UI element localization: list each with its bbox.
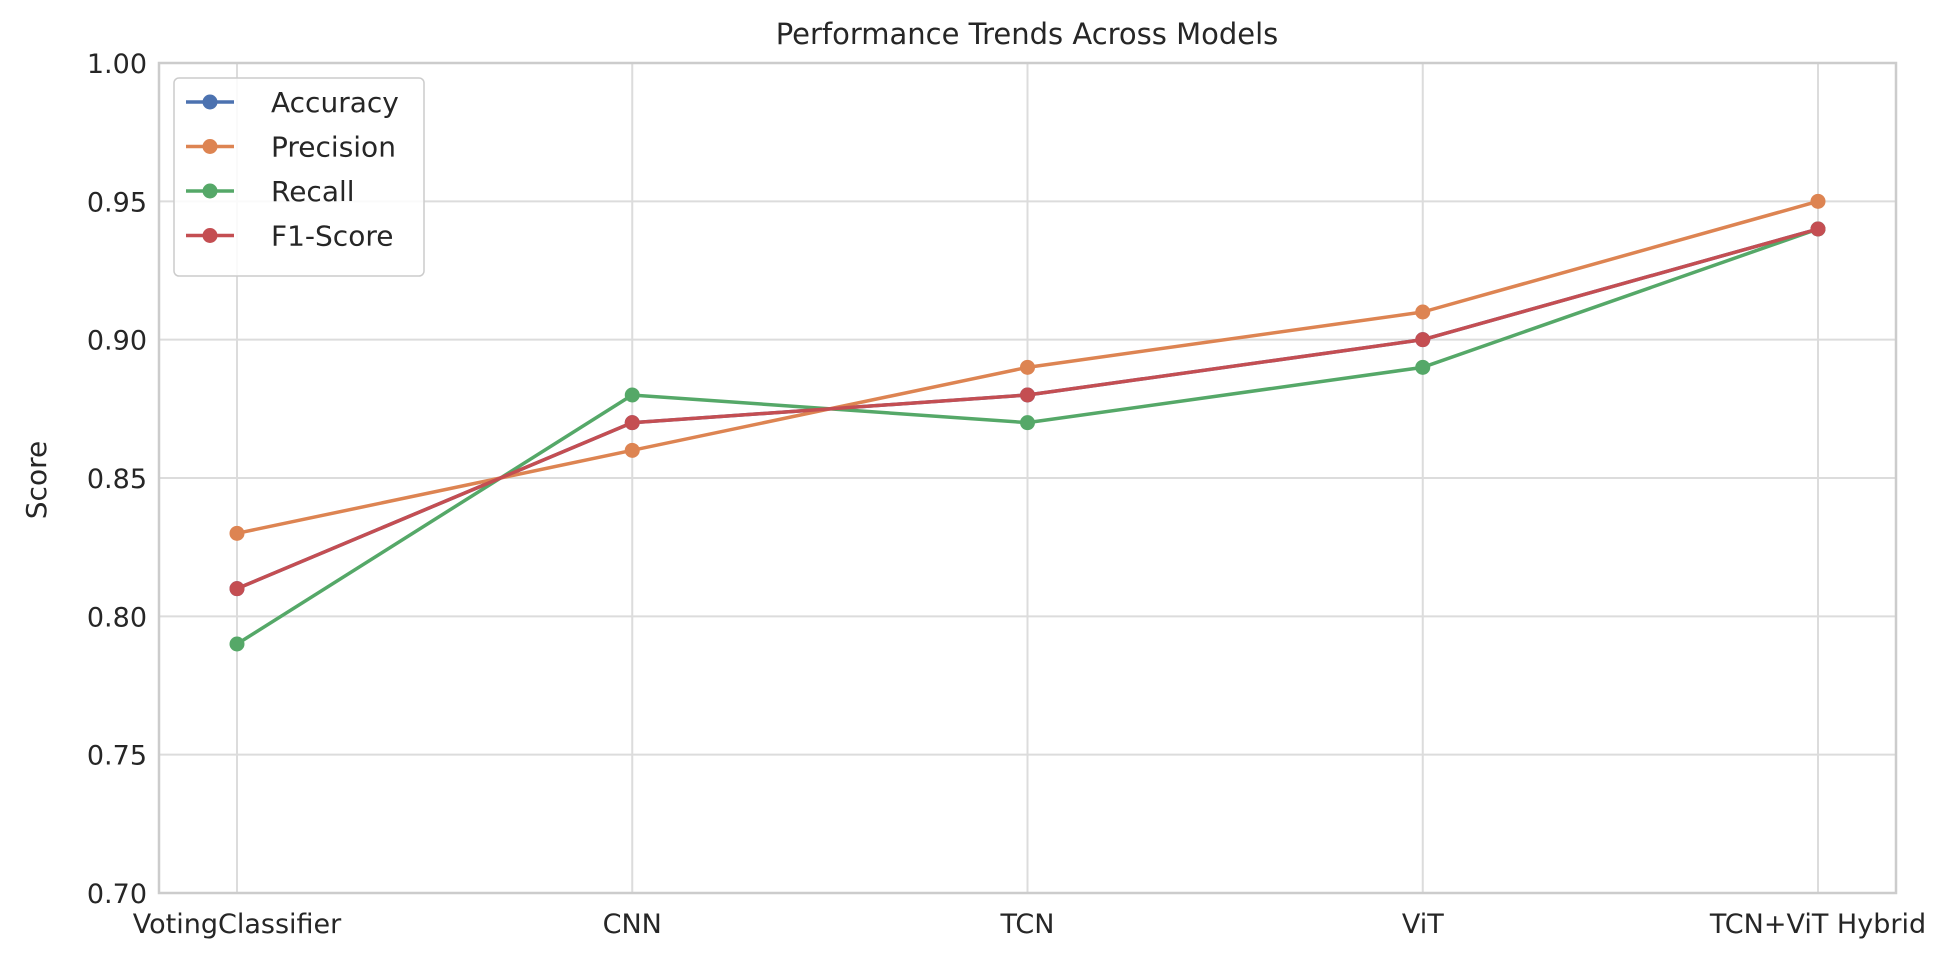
- y-tick-label: 0.85: [87, 464, 147, 495]
- legend-label: F1-Score: [271, 220, 393, 253]
- data-point-precision: [1810, 193, 1826, 209]
- data-point-recall: [624, 387, 640, 403]
- legend-item-precision: Precision: [186, 131, 396, 164]
- x-tick-label: TCN+ViT Hybrid: [1709, 909, 1926, 940]
- y-tick-label: 0.75: [87, 741, 147, 772]
- labels-layer: Performance Trends Across Models Score 0…: [20, 17, 1926, 940]
- data-point-precision: [1020, 359, 1035, 375]
- y-tick-label: 0.80: [87, 602, 147, 633]
- legend-item-recall: Recall: [186, 175, 355, 208]
- legend-label: Accuracy: [271, 86, 399, 119]
- x-tick-label: VotingClassifier: [133, 909, 342, 940]
- data-point-f1-score: [1415, 332, 1431, 348]
- series-f1-score: [229, 221, 1826, 597]
- x-tick-label: ViT: [1402, 909, 1444, 940]
- legend: Accuracy Precision Recall F1-Score: [173, 77, 425, 277]
- data-point-precision: [624, 442, 640, 458]
- legend-marker: [202, 139, 218, 154]
- data-point-f1-score: [1810, 221, 1826, 237]
- data-point-recall: [1415, 359, 1431, 375]
- data-point-recall: [1020, 415, 1035, 431]
- legend-box: [173, 77, 425, 277]
- plot-frame: [157, 61, 1898, 895]
- data-point-f1-score: [1020, 387, 1035, 403]
- y-tick-label: 0.90: [87, 326, 147, 357]
- data-point-recall: [229, 636, 245, 652]
- legend-label: Recall: [271, 175, 355, 208]
- legend-marker: [202, 94, 218, 110]
- chart-title: Performance Trends Across Models: [776, 17, 1279, 51]
- legend-marker: [202, 228, 218, 243]
- legend-item-accuracy: Accuracy: [186, 86, 399, 119]
- x-tick-label: CNN: [603, 909, 662, 940]
- axes-layer: [157, 61, 1898, 895]
- x-tick-label: TCN: [1000, 909, 1055, 940]
- data-point-precision: [229, 525, 245, 541]
- legend-marker: [202, 183, 218, 199]
- y-axis-label: Score: [20, 441, 53, 519]
- legend-label: Precision: [271, 131, 396, 164]
- data-point-f1-score: [229, 581, 245, 597]
- data-point-precision: [1415, 304, 1431, 320]
- data-point-f1-score: [624, 415, 640, 431]
- y-tick-label: 0.95: [87, 187, 147, 218]
- y-tick-label: 0.70: [87, 879, 147, 910]
- y-tick-label: 1.00: [87, 49, 147, 80]
- series-layer: [229, 193, 1826, 652]
- legend-item-f1-score: F1-Score: [186, 220, 393, 253]
